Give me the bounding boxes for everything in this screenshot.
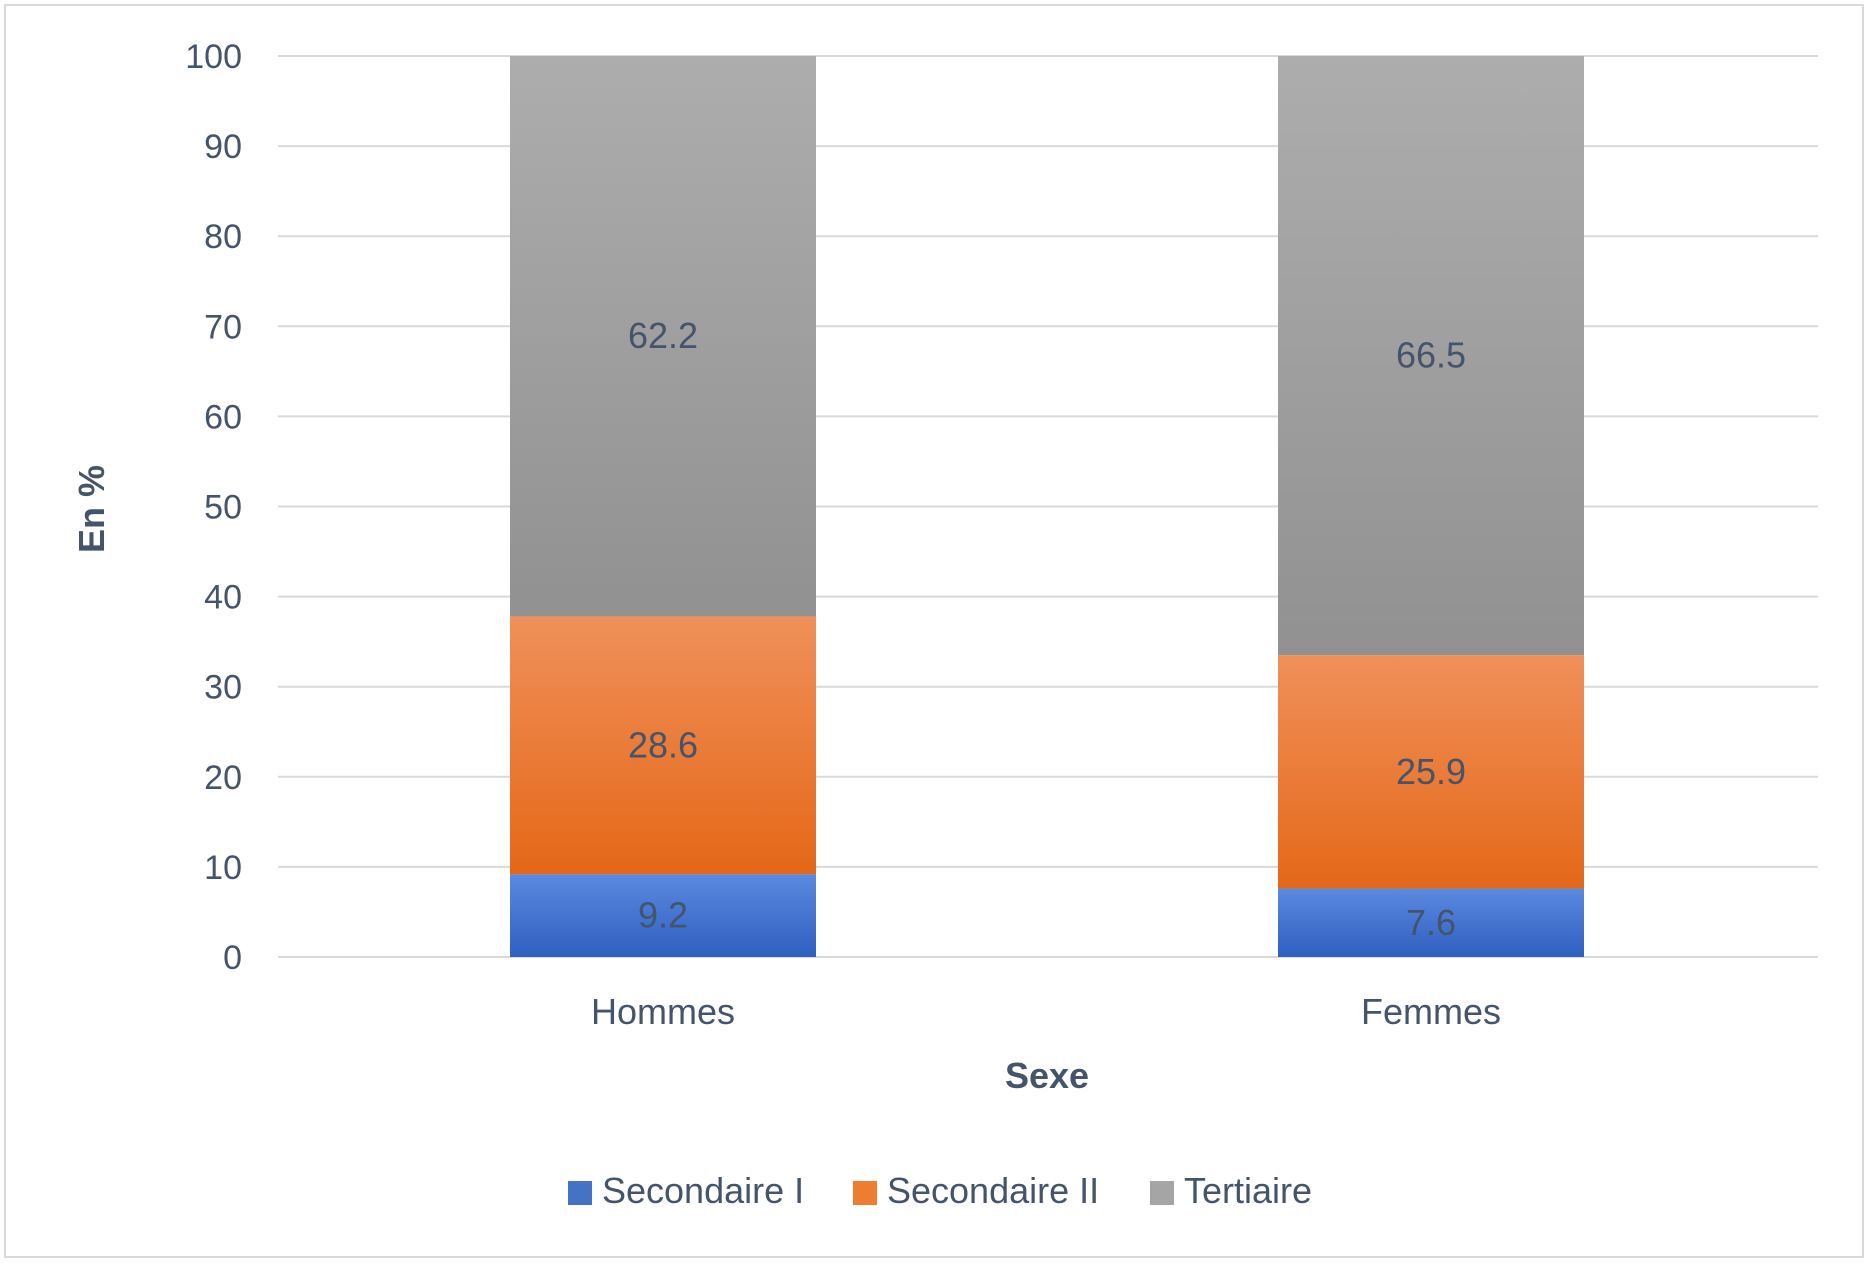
legend-label: Tertiaire [1184,1170,1312,1211]
y-axis-title: En % [71,465,112,553]
data-label: 7.6 [1406,902,1456,943]
x-category-label: Hommes [591,991,735,1032]
x-category-label: Femmes [1361,991,1501,1032]
bars [510,56,1584,957]
y-tick-label: 80 [204,218,242,256]
y-tick-label: 40 [204,579,242,617]
y-tick-label: 100 [185,38,242,76]
data-labels: 9.2 28.6 62.2 7.6 25.9 66.5 [628,315,1466,943]
bar-hommes-series-0 [510,874,816,957]
x-axis-title: Sexe [1005,1055,1089,1096]
legend-label: Secondaire I [602,1170,804,1211]
y-tick-label: 30 [204,669,242,707]
y-axis-ticks: 0 10 20 30 40 50 60 70 80 90 100 [185,38,242,977]
bar-femmes-series-1 [1278,655,1584,889]
y-tick-label: 0 [223,939,242,977]
bar-femmes-series-0 [1278,888,1584,957]
data-label: 66.5 [1396,335,1466,376]
gridlines [278,55,1818,958]
y-tick-label: 20 [204,759,242,797]
legend-swatch [853,1181,877,1205]
data-label: 9.2 [638,895,688,936]
chart-frame: 0 10 20 30 40 50 60 70 80 90 100 9.2 28.6 62.2 7.6 25.… [4,4,1864,1258]
stacked-bar-chart: 0 10 20 30 40 50 60 70 80 90 100 9.2 28.6 62.2 7.6 25.… [71,38,1818,1211]
y-tick-label: 90 [204,128,242,166]
legend-swatch [568,1181,592,1205]
y-tick-label: 10 [204,849,242,887]
legend: Secondaire I Secondaire II Tertiaire [568,1170,1312,1211]
y-tick-label: 60 [204,398,242,436]
data-label: 25.9 [1396,751,1466,792]
data-label: 62.2 [628,315,698,356]
bar-hommes-series-1 [510,616,816,875]
bar-hommes-series-2 [510,56,816,617]
x-axis-categories: Hommes Femmes [591,991,1501,1032]
y-tick-label: 70 [204,308,242,346]
legend-label: Secondaire II [887,1170,1099,1211]
bar-femmes-series-2 [1278,56,1584,656]
data-label: 28.6 [628,724,698,765]
legend-swatch [1150,1181,1174,1205]
y-tick-label: 50 [204,489,242,527]
